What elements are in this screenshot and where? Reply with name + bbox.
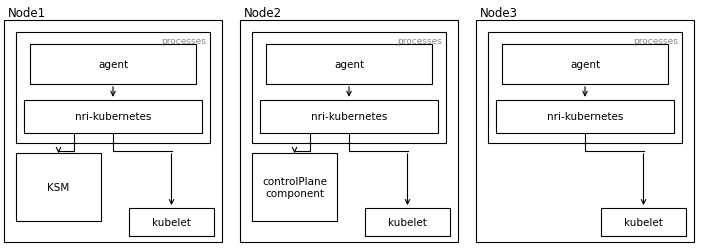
Text: Node1: Node1	[8, 7, 46, 20]
Text: controlPlane
component: controlPlane component	[262, 176, 327, 198]
Bar	[601, 208, 686, 236]
Bar	[129, 208, 214, 236]
Text: kubelet: kubelet	[388, 217, 427, 227]
Text: kubelet: kubelet	[624, 217, 663, 227]
Bar	[16, 33, 210, 144]
Text: processes: processes	[633, 37, 678, 46]
Text: agent: agent	[98, 60, 128, 70]
Bar	[252, 154, 337, 221]
Bar	[502, 45, 668, 84]
Text: KSM: KSM	[47, 182, 69, 192]
Bar	[488, 33, 682, 144]
Text: Node3: Node3	[480, 7, 518, 20]
Text: nri-kubernetes: nri-kubernetes	[311, 112, 388, 122]
Text: nri-kubernetes: nri-kubernetes	[75, 112, 151, 122]
Text: processes: processes	[161, 37, 206, 46]
Bar	[496, 100, 674, 134]
Text: nri-kubernetes: nri-kubernetes	[547, 112, 623, 122]
Text: processes: processes	[397, 37, 442, 46]
Bar	[365, 208, 450, 236]
Bar	[30, 45, 196, 84]
Text: Node2: Node2	[244, 7, 282, 20]
Bar	[260, 100, 438, 134]
Bar	[16, 154, 101, 221]
Bar	[476, 21, 694, 242]
Bar	[24, 100, 202, 134]
Bar	[4, 21, 222, 242]
Text: agent: agent	[570, 60, 600, 70]
Bar	[252, 33, 446, 144]
Bar	[266, 45, 432, 84]
Bar	[240, 21, 458, 242]
Text: kubelet: kubelet	[152, 217, 191, 227]
Text: agent: agent	[334, 60, 364, 70]
